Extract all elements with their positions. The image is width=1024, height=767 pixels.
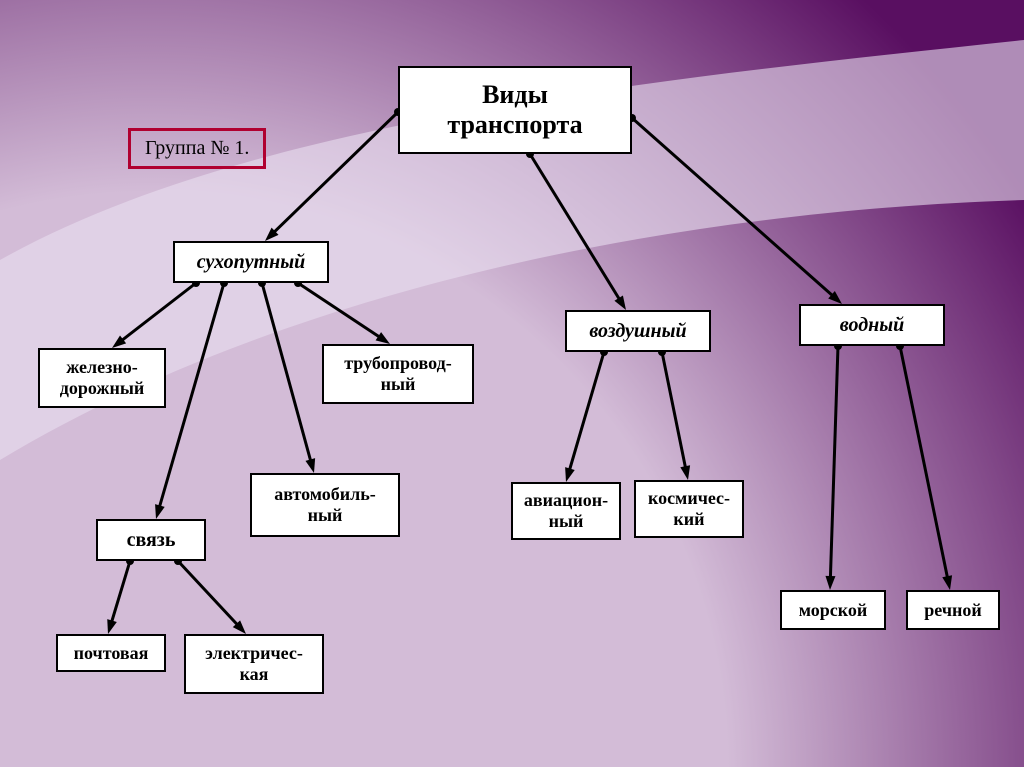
node-electric: электричес- кая bbox=[184, 634, 324, 694]
node-railway-text: железно- дорожный bbox=[60, 357, 145, 398]
node-comms-text: связь bbox=[127, 529, 176, 552]
node-water-text: водный bbox=[840, 314, 904, 337]
node-river: речной bbox=[906, 590, 1000, 630]
node-space-text: космичес- кий bbox=[648, 488, 730, 529]
node-river-text: речной bbox=[924, 600, 981, 621]
node-postal: почтовая bbox=[56, 634, 166, 672]
node-land-text: сухопутный bbox=[197, 251, 306, 274]
node-aviation-text: авиацион- ный bbox=[524, 490, 608, 531]
node-pipeline-text: трубопровод- ный bbox=[344, 353, 451, 394]
node-land: сухопутный bbox=[173, 241, 329, 283]
node-water: водный bbox=[799, 304, 945, 346]
node-space: космичес- кий bbox=[634, 480, 744, 538]
group-label-text: Группа № 1. bbox=[145, 137, 249, 159]
node-railway: железно- дорожный bbox=[38, 348, 166, 408]
node-pipeline: трубопровод- ный bbox=[322, 344, 474, 404]
node-aviation: авиацион- ный bbox=[511, 482, 621, 540]
node-air: воздушный bbox=[565, 310, 711, 352]
nodes-layer: Группа № 1. Виды транспорта сухопутный в… bbox=[0, 0, 1024, 767]
node-sea: морской bbox=[780, 590, 886, 630]
node-postal-text: почтовая bbox=[74, 643, 149, 664]
slide: Группа № 1. Виды транспорта сухопутный в… bbox=[0, 0, 1024, 767]
node-root: Виды транспорта bbox=[398, 66, 632, 154]
node-comms: связь bbox=[96, 519, 206, 561]
node-sea-text: морской bbox=[799, 600, 868, 621]
node-air-text: воздушный bbox=[589, 320, 686, 343]
node-automobile-text: автомобиль- ный bbox=[274, 484, 376, 525]
node-electric-text: электричес- кая bbox=[205, 643, 303, 684]
node-automobile: автомобиль- ный bbox=[250, 473, 400, 537]
group-label: Группа № 1. bbox=[128, 128, 266, 169]
node-root-text: Виды транспорта bbox=[447, 80, 582, 140]
